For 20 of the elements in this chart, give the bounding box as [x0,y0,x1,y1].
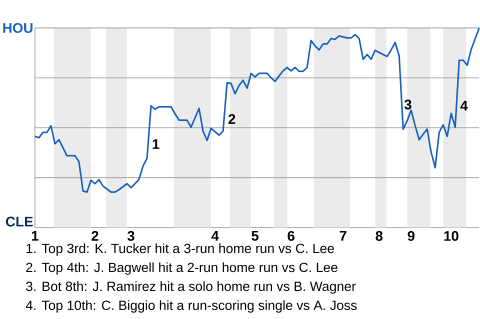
annotation: 3 [404,99,412,110]
x-tick-label: 7 [340,230,346,240]
text: HOU [3,22,32,33]
annotation: 2 [228,114,236,124]
x-tick-label: 10 [444,230,458,241]
x-tick-label: 8 [376,230,383,241]
annotation: 4 [460,100,468,110]
text: 2. Top 4th: J. Bagwell hit a 2-run home run vs C. Lee [26,262,338,275]
text: 3. Bot 8th: J. Ramirez hit a solo home run vs B. Wagner [26,281,356,294]
annotation: 1 [152,139,160,149]
x-tick-label: 6 [288,230,294,241]
x-tick-label: 4 [211,230,219,240]
x-tick-label: 5 [252,230,259,241]
text: CLE [6,216,33,226]
x-tick-label: 9 [408,230,415,241]
text: 1. Top 3rd: K. Tucker hit a 3-run home run vs C. Lee [26,243,334,256]
text: 4. Top 10th: C. Biggio hit a run-scoring single vs A. Joss [26,300,357,312]
x-tick-label: 2 [92,230,98,241]
x-tick-label: 3 [127,230,134,241]
x-tick-label: 1 [32,230,38,240]
